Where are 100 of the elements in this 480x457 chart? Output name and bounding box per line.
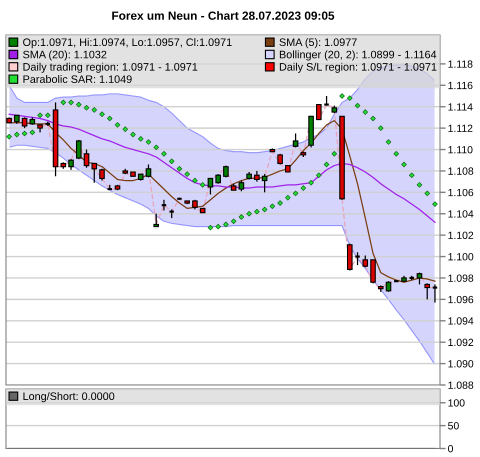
point — [99, 111, 105, 117]
point — [146, 139, 152, 145]
point — [408, 172, 414, 178]
point — [300, 185, 306, 191]
legend-label: Daily trading region: 1.0971 - 1.0971 — [23, 62, 198, 73]
point — [60, 100, 66, 106]
candlestick — [208, 178, 214, 196]
candlestick — [277, 153, 283, 166]
point — [324, 162, 330, 168]
candlestick — [316, 104, 322, 120]
y-tick-label: 1.094 — [448, 317, 474, 325]
y-tick-label: 1.110 — [448, 146, 473, 154]
point — [68, 100, 74, 106]
legend-label: SMA (5): 1.0977 — [279, 38, 357, 48]
candlestick — [416, 272, 422, 286]
y-tick-label: 1.090 — [448, 360, 474, 368]
candlestick — [362, 254, 368, 268]
point — [316, 172, 322, 178]
point — [45, 112, 51, 118]
point — [401, 162, 407, 168]
y-tick-label: 1.096 — [448, 296, 474, 304]
candlestick — [262, 174, 268, 193]
point — [362, 109, 368, 115]
point — [200, 182, 206, 188]
point — [270, 204, 276, 210]
legend-label: SMA (20): 1.1032 — [23, 50, 106, 61]
point — [138, 136, 144, 142]
candlestick — [146, 164, 152, 178]
point — [354, 102, 360, 108]
point — [184, 171, 190, 177]
point — [215, 224, 221, 230]
y-tick-label: 1.116 — [448, 82, 472, 90]
point — [37, 112, 43, 118]
y-tick-label: 0 — [448, 445, 454, 452]
y-tick-label: 1.088 — [448, 382, 474, 389]
point — [107, 116, 113, 122]
point — [262, 206, 268, 212]
point — [161, 151, 167, 157]
point — [114, 122, 120, 128]
candlestick — [254, 170, 260, 182]
y-tick-label: 1.112 — [448, 124, 472, 132]
y-tick-label: 1.102 — [448, 232, 474, 240]
point — [424, 190, 430, 196]
point — [84, 105, 90, 111]
point — [208, 224, 214, 230]
y-tick-label: 1.106 — [448, 188, 474, 196]
y-tick-label: 1.108 — [448, 167, 474, 175]
point — [122, 126, 128, 132]
point — [14, 132, 20, 138]
point — [386, 139, 392, 145]
point — [339, 93, 345, 99]
candlestick — [292, 132, 298, 148]
y-tick-label: 1.092 — [448, 338, 474, 346]
candlestick — [76, 139, 82, 160]
point — [192, 178, 198, 184]
point — [432, 201, 438, 207]
y-tick-label: 1.114 — [448, 103, 473, 110]
y-tick-label: 1.100 — [448, 253, 474, 260]
point — [277, 200, 283, 206]
point — [223, 222, 229, 228]
point — [416, 182, 422, 188]
legend-label: Bollinger (20, 2): 1.0899 - 1.1164 — [280, 50, 436, 61]
chart-title: Forex um Neun - Chart 28.07.2023 09:05 — [112, 11, 334, 20]
point — [76, 102, 82, 108]
point — [6, 134, 12, 140]
y-tick-label: 1.098 — [448, 274, 474, 282]
point — [168, 158, 174, 164]
candlestick — [215, 174, 221, 184]
point — [254, 208, 260, 214]
candlestick — [99, 168, 105, 182]
point — [285, 194, 291, 200]
point — [393, 151, 400, 157]
point — [22, 130, 28, 136]
y-tick-label: 50 — [448, 422, 459, 430]
point — [153, 144, 159, 150]
candlestick — [153, 213, 160, 228]
point — [230, 218, 236, 224]
candlestick — [386, 280, 392, 293]
legend-label: Long/Short: 0.0000 — [23, 392, 114, 402]
candlestick — [68, 158, 74, 170]
point — [332, 151, 338, 157]
candlestick — [192, 199, 198, 210]
y-tick-label: 1.104 — [448, 210, 474, 218]
candlestick — [424, 282, 430, 300]
candlestick — [84, 148, 90, 168]
candlestick — [370, 259, 376, 284]
point — [308, 180, 314, 186]
point — [246, 210, 252, 216]
point — [292, 190, 298, 196]
point — [92, 107, 98, 113]
point — [370, 116, 376, 122]
point — [176, 166, 182, 172]
y-tick-label: 100 — [448, 399, 465, 407]
candlestick — [223, 164, 229, 178]
candlestick — [238, 180, 244, 192]
point — [30, 130, 36, 136]
point — [238, 214, 244, 220]
y-tick-label: 1.118 — [448, 60, 472, 68]
candlestick — [91, 162, 98, 184]
legend-label: Parabolic SAR: 1.1049 — [23, 75, 132, 84]
